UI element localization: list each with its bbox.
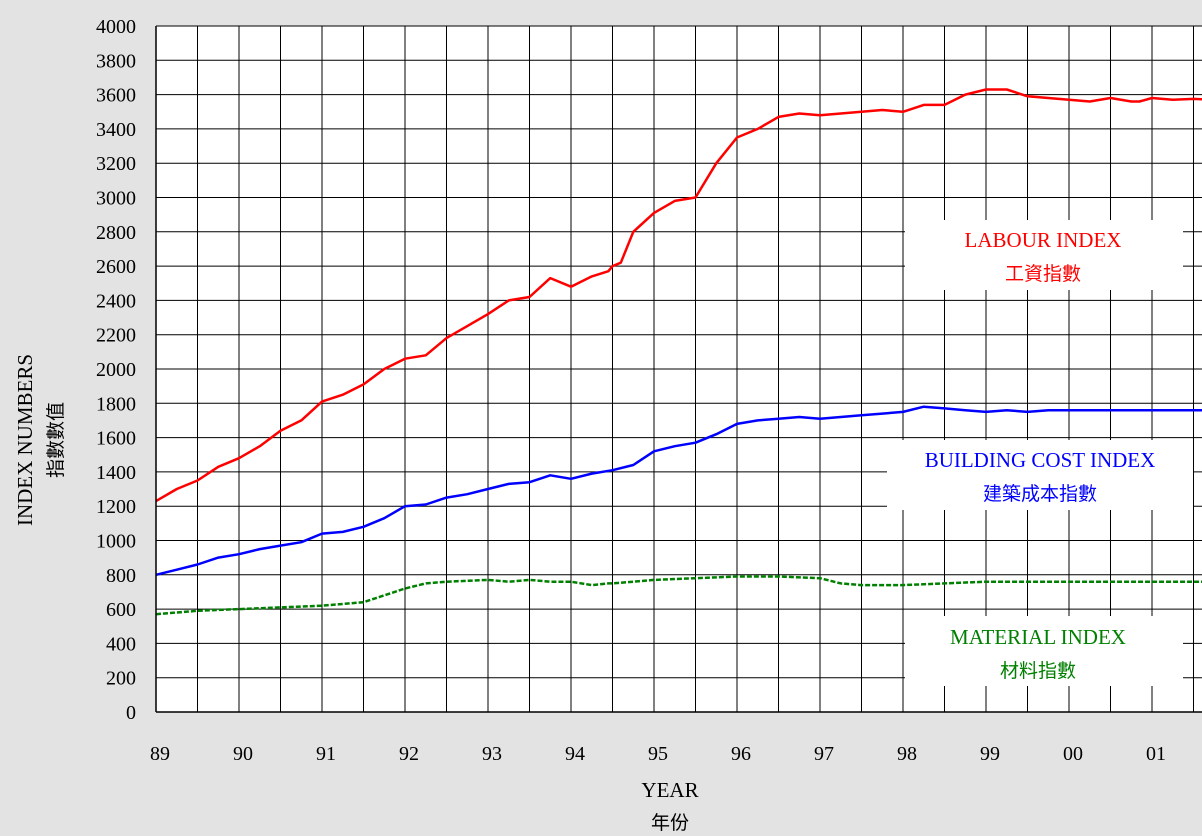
series-lines (155, 88, 1202, 616)
x-tick-label: 99 (980, 743, 1000, 765)
series-label-building: BUILDING COST INDEX (925, 448, 1156, 472)
y-tick-label: 2800 (96, 222, 136, 244)
y-tick-label: 2600 (96, 256, 136, 278)
y-tick-label: 1600 (96, 428, 136, 450)
grid (156, 25, 1202, 713)
y-tick-label: 0 (126, 702, 136, 724)
x-tick-label: 91 (316, 743, 336, 765)
x-tick-label: 89 (150, 743, 170, 765)
y-tick-label: 1000 (96, 531, 136, 553)
x-tick-label: 92 (399, 743, 419, 765)
label-box-building (887, 440, 1193, 510)
label-box-labour (905, 220, 1183, 290)
x-tick-label: 97 (814, 743, 834, 765)
x-tick-label: 00 (1063, 743, 1083, 765)
series-label-building-cjk: 建築成本指數 (983, 483, 1097, 505)
y-tick-label: 1400 (96, 462, 136, 484)
y-tick-label: 3800 (96, 50, 136, 72)
y-tick-label: 400 (106, 633, 136, 655)
x-axis-title: YEAR (641, 778, 698, 802)
series-line-1 (155, 405, 1202, 577)
y-axis-ticks: 0 200 400 600 800 1000 1200 1400 1600 1800 2000 220… (96, 16, 136, 724)
y-tick-label: 1800 (96, 393, 136, 415)
y-tick-label: 800 (106, 565, 136, 587)
y-tick-label: 2000 (96, 359, 136, 381)
label-box-material (905, 616, 1183, 686)
x-tick-label: 94 (565, 743, 585, 765)
x-tick-label: 95 (648, 743, 668, 765)
x-tick-label: 01 (1146, 743, 1166, 765)
y-tick-label: 3000 (96, 188, 136, 210)
series-line-2 (155, 575, 1202, 616)
y-tick-label: 2400 (96, 290, 136, 312)
y-tick-label: 2200 (96, 325, 136, 347)
x-tick-label: 93 (482, 743, 502, 765)
series-line-0 (155, 88, 1202, 503)
x-axis-ticks: 89 90 91 92 93 94 95 96 97 98 99 00 01 (150, 743, 1166, 765)
series-label-labour-cjk: 工資指數 (1005, 263, 1081, 285)
y-tick-label: 1200 (96, 496, 136, 518)
x-tick-label: 90 (233, 743, 253, 765)
y-axis-title-cjk: 指數數值 (45, 402, 67, 478)
y-tick-label: 3400 (96, 119, 136, 141)
series-label-labour: LABOUR INDEX (965, 228, 1122, 252)
y-tick-label: 3200 (96, 153, 136, 175)
x-tick-label: 98 (897, 743, 917, 765)
y-axis-title: INDEX NUMBERS (13, 354, 37, 526)
y-tick-label: 600 (106, 599, 136, 621)
series-label-material-cjk: 材料指數 (1000, 660, 1076, 682)
y-tick-label: 200 (106, 668, 136, 690)
y-tick-label: 4000 (96, 16, 136, 38)
series-label-material: MATERIAL INDEX (950, 625, 1126, 649)
y-tick-label: 3600 (96, 85, 136, 107)
x-tick-label: 96 (731, 743, 751, 765)
x-axis-title-cjk: 年份 (651, 812, 689, 834)
